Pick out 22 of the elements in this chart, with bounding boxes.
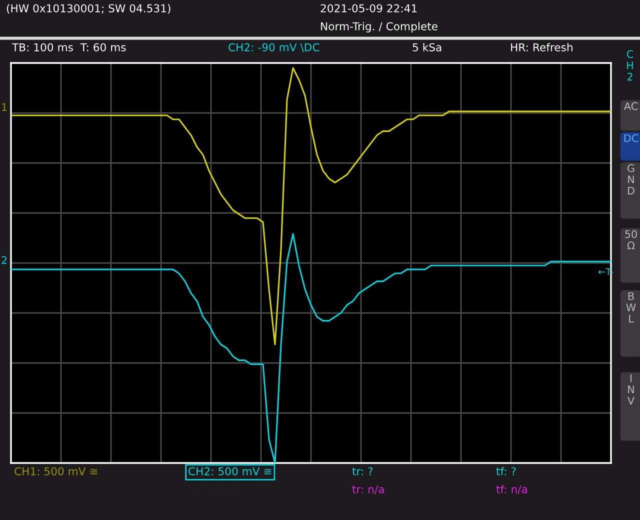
text: TB: 100 ms T: 60 ms xyxy=(12,43,126,52)
text: G N D xyxy=(628,164,634,194)
text: 2 xyxy=(2,256,7,264)
text: 1 xyxy=(2,103,7,111)
text: 2021-05-09 22:41 xyxy=(320,4,417,12)
text: CH2: 500 mV ≅ xyxy=(188,467,272,476)
text: (HW 0x10130001; SW 04.531) xyxy=(6,4,170,14)
text: 50 Ω xyxy=(625,230,637,250)
text: tr: n/a xyxy=(352,485,384,494)
text: Norm-Trig. / Complete xyxy=(321,22,438,32)
text: B W L xyxy=(626,292,636,322)
text: tf: ? xyxy=(496,467,516,476)
text: CH1: 500 mV ≅ xyxy=(14,467,98,476)
text: 5 kSa xyxy=(412,43,442,52)
text: DC xyxy=(624,134,638,142)
text: tf: n/a xyxy=(496,485,527,494)
text: I N V xyxy=(628,374,634,404)
text: CH2: -90 mV \DC xyxy=(228,43,320,52)
text: tr: ? xyxy=(352,467,373,476)
text: C H 2 xyxy=(626,50,634,80)
text: AC xyxy=(624,102,638,110)
text: HR: Refresh xyxy=(511,43,572,52)
